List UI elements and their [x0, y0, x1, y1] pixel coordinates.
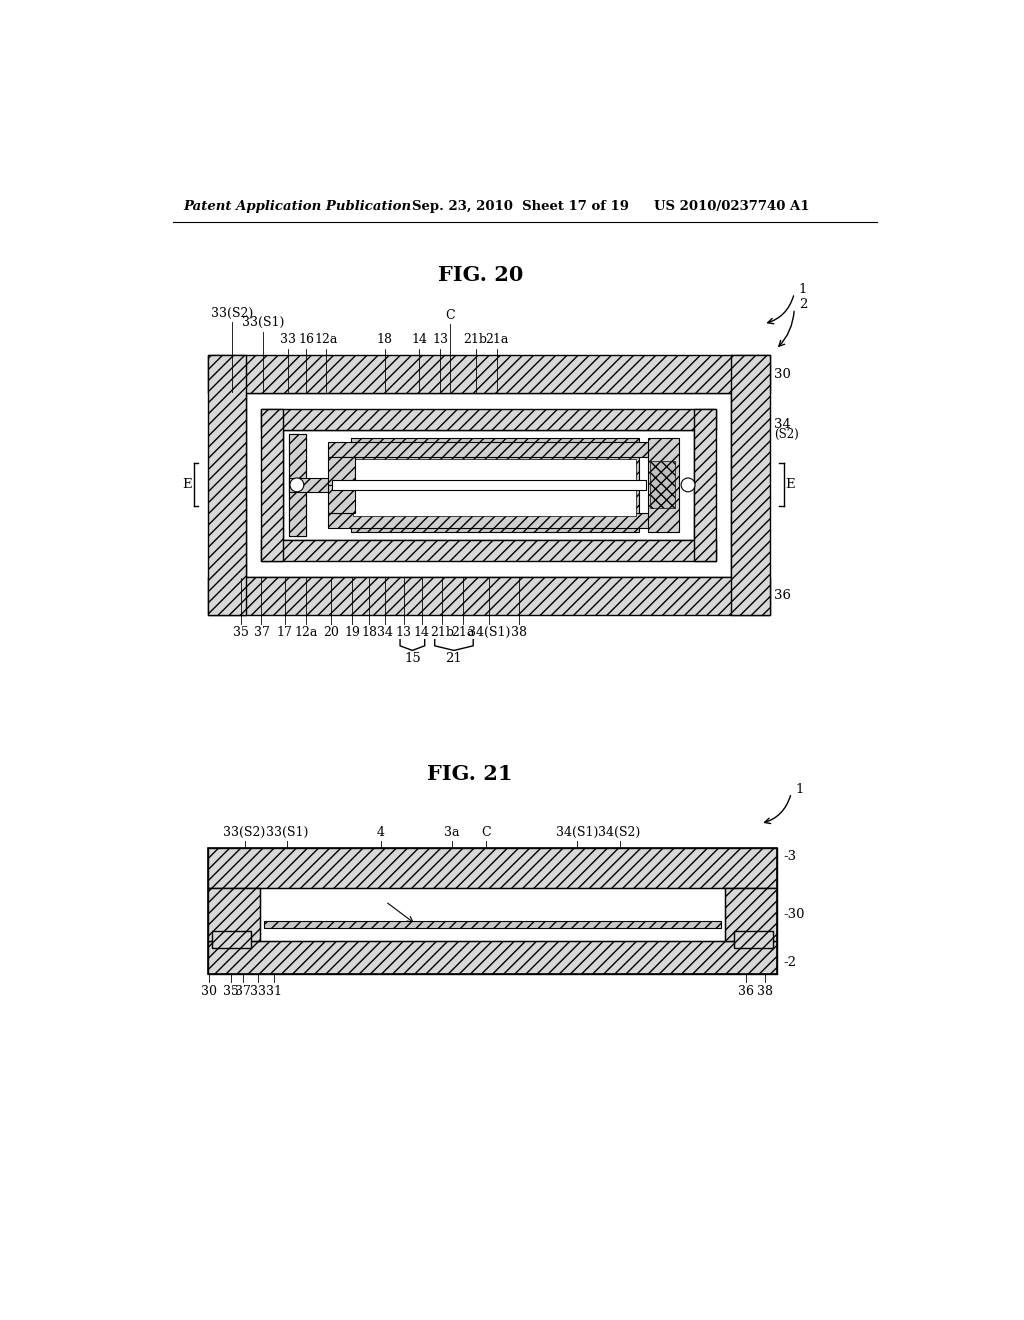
- Text: Patent Application Publication: Patent Application Publication: [183, 199, 411, 213]
- Text: 4: 4: [377, 826, 385, 840]
- Bar: [328, 512, 654, 528]
- Text: 33(S1): 33(S1): [265, 826, 308, 840]
- Bar: [208, 355, 770, 393]
- Bar: [208, 847, 777, 974]
- Bar: [289, 434, 306, 536]
- Text: 12a: 12a: [295, 626, 317, 639]
- Text: 34(S1): 34(S1): [556, 826, 598, 840]
- Text: 36: 36: [774, 589, 792, 602]
- Bar: [212, 931, 251, 948]
- Bar: [648, 438, 679, 532]
- Text: 13: 13: [396, 626, 412, 639]
- Bar: [208, 887, 260, 941]
- Text: 21a: 21a: [452, 626, 475, 639]
- Text: 34: 34: [377, 626, 392, 639]
- Text: 35: 35: [223, 985, 239, 998]
- Text: FIG. 20: FIG. 20: [438, 265, 523, 285]
- Text: 17: 17: [276, 626, 293, 639]
- Text: (S2): (S2): [774, 428, 799, 441]
- Text: 19: 19: [344, 626, 360, 639]
- Text: E: E: [784, 478, 795, 491]
- Text: 38: 38: [757, 985, 773, 998]
- Bar: [734, 931, 773, 948]
- Text: C: C: [481, 826, 492, 840]
- Bar: [208, 847, 777, 887]
- Text: 34(S1): 34(S1): [468, 626, 511, 639]
- Bar: [208, 941, 777, 974]
- Bar: [261, 409, 716, 430]
- Text: 20: 20: [323, 626, 339, 639]
- Text: Sep. 23, 2010  Sheet 17 of 19: Sep. 23, 2010 Sheet 17 of 19: [412, 199, 629, 213]
- Bar: [332, 480, 646, 490]
- Text: -3: -3: [783, 850, 797, 863]
- Text: 18: 18: [377, 333, 392, 346]
- Text: 1: 1: [796, 783, 804, 796]
- Text: 31: 31: [266, 985, 282, 998]
- Text: 38: 38: [511, 626, 526, 639]
- Text: 33: 33: [250, 985, 265, 998]
- Bar: [353, 459, 637, 516]
- Text: 30: 30: [201, 985, 217, 998]
- Text: 33(S2): 33(S2): [211, 308, 253, 321]
- Text: 3a: 3a: [443, 826, 460, 840]
- Text: 33(S2): 33(S2): [223, 826, 265, 840]
- Text: 13: 13: [432, 333, 449, 346]
- Circle shape: [290, 478, 304, 492]
- Text: C: C: [445, 309, 455, 322]
- Bar: [289, 478, 332, 492]
- Text: -30: -30: [783, 908, 805, 921]
- Bar: [264, 921, 721, 928]
- Text: 14: 14: [412, 333, 427, 346]
- Bar: [261, 409, 283, 561]
- Text: 34: 34: [774, 417, 792, 430]
- Bar: [725, 887, 777, 941]
- Text: US 2010/0237740 A1: US 2010/0237740 A1: [654, 199, 810, 213]
- Bar: [208, 577, 770, 615]
- Text: 1: 1: [799, 282, 807, 296]
- Text: 34(S2): 34(S2): [598, 826, 641, 840]
- Text: 2: 2: [799, 298, 807, 312]
- Text: 21: 21: [445, 652, 462, 665]
- Text: 33(S1): 33(S1): [242, 317, 285, 330]
- Bar: [731, 355, 770, 615]
- Text: 37: 37: [254, 626, 269, 639]
- Circle shape: [681, 478, 695, 492]
- Text: 16: 16: [298, 333, 314, 346]
- Bar: [283, 430, 694, 540]
- Text: 18: 18: [361, 626, 377, 639]
- Text: -2: -2: [783, 956, 797, 969]
- Bar: [328, 442, 654, 457]
- Bar: [261, 540, 716, 561]
- Bar: [289, 434, 306, 536]
- Text: 15: 15: [404, 652, 421, 665]
- Text: FIG. 21: FIG. 21: [427, 764, 512, 784]
- Text: 21b: 21b: [430, 626, 455, 639]
- Bar: [328, 484, 354, 512]
- Text: E: E: [182, 478, 193, 491]
- Text: 14: 14: [414, 626, 430, 639]
- Bar: [208, 887, 777, 941]
- Text: 33: 33: [281, 333, 296, 346]
- Text: 21b: 21b: [464, 333, 487, 346]
- Bar: [328, 457, 354, 484]
- Bar: [694, 409, 716, 561]
- Text: 36: 36: [737, 985, 754, 998]
- Text: 12a: 12a: [314, 333, 338, 346]
- Text: 35: 35: [232, 626, 249, 639]
- Bar: [650, 461, 675, 508]
- Bar: [351, 438, 639, 532]
- Bar: [208, 355, 246, 615]
- Text: 37: 37: [236, 985, 251, 998]
- Text: 30: 30: [774, 367, 792, 380]
- Bar: [246, 393, 731, 577]
- Text: 21a: 21a: [485, 333, 509, 346]
